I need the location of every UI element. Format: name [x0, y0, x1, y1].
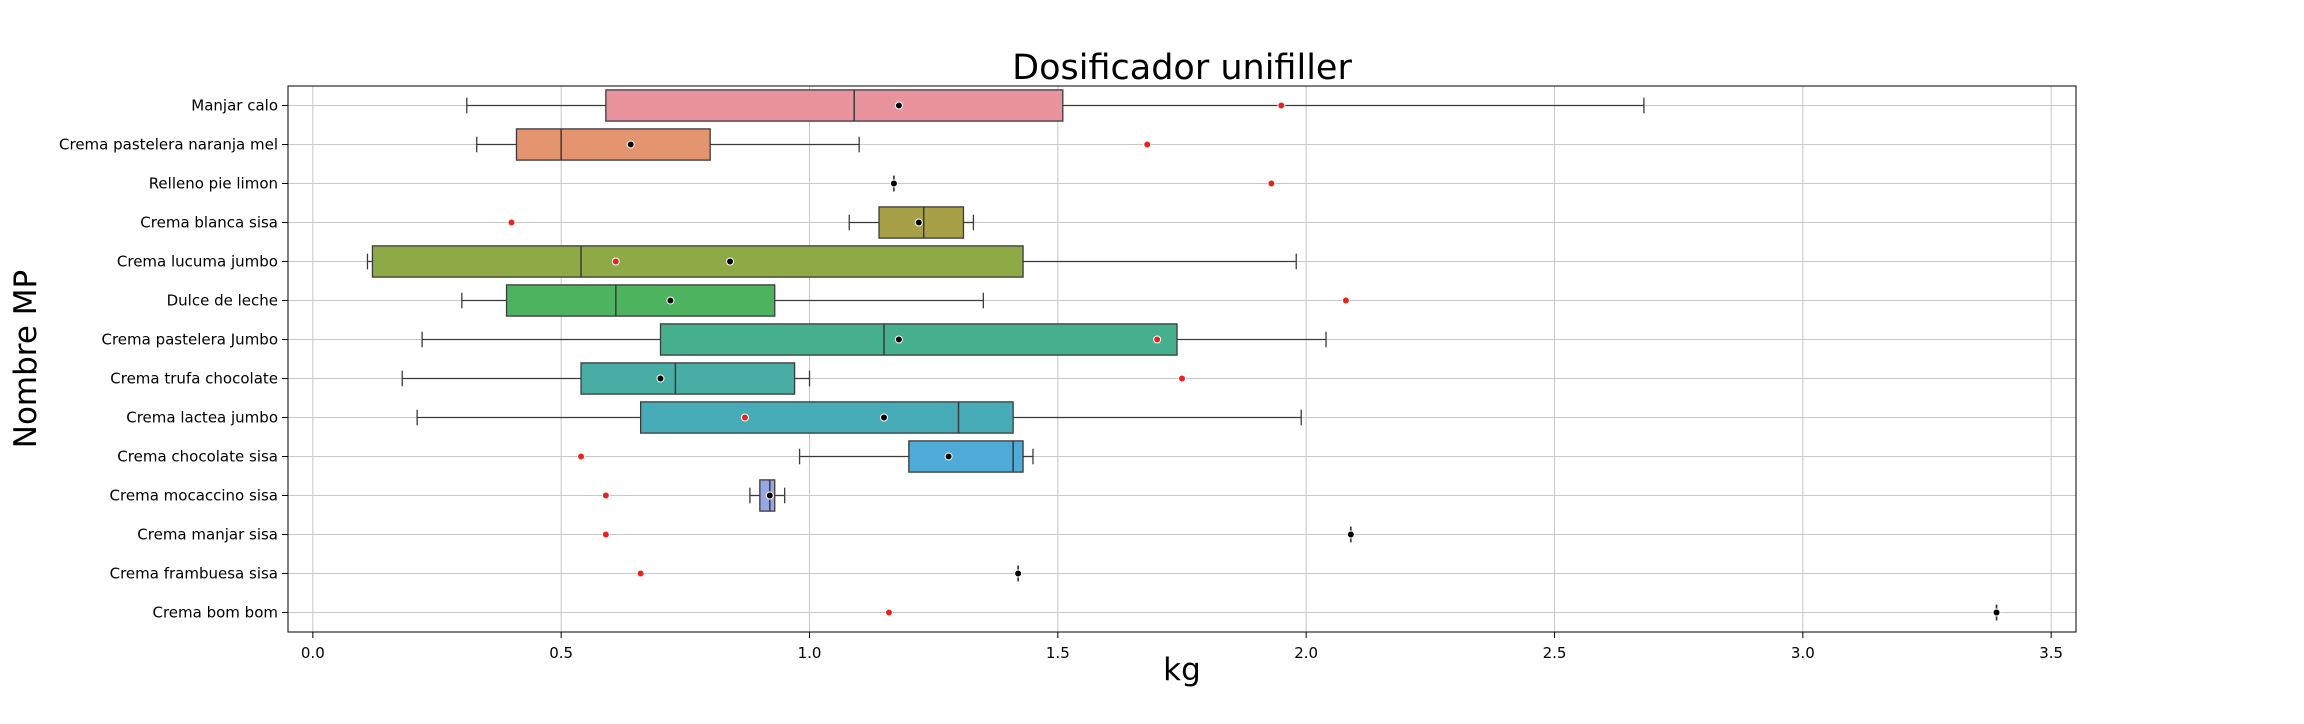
- reference-marker: [507, 218, 516, 227]
- category-label: Crema lactea jumbo: [126, 409, 278, 427]
- category-label: Crema blanca sisa: [140, 214, 278, 232]
- reference-marker: [636, 569, 645, 578]
- mean-marker: [894, 335, 903, 344]
- x-axis-label: kg: [1163, 652, 1201, 688]
- category-labels: Manjar calo Crema pastelera naranja mel Re…: [59, 97, 278, 622]
- box-group: [416, 401, 1302, 434]
- box: [659, 323, 1178, 356]
- reference-marker: [1267, 179, 1276, 188]
- box-group: [636, 565, 1023, 582]
- reference-marker: [1153, 335, 1162, 344]
- box: [580, 362, 796, 395]
- x-tick-label: 0.0: [301, 644, 325, 662]
- x-tick-label: 3.5: [2039, 644, 2063, 662]
- box: [908, 440, 1024, 473]
- box-group: [366, 245, 1297, 278]
- mean-marker: [1014, 569, 1023, 578]
- category-label: Crema bom bom: [152, 604, 278, 622]
- box: [605, 89, 1064, 122]
- mean-marker: [666, 296, 675, 305]
- mean-marker: [726, 257, 735, 266]
- box-group: [401, 362, 1186, 395]
- box-group: [889, 175, 1276, 192]
- category-label: Crema mocaccino sisa: [110, 487, 278, 505]
- reference-marker: [1341, 296, 1350, 305]
- reference-marker: [601, 491, 610, 500]
- box-group: [461, 284, 1350, 317]
- reference-marker: [577, 452, 586, 461]
- reference-marker: [1178, 374, 1186, 383]
- grid-layer: [288, 86, 2076, 632]
- y-axis-label: Nombre MP: [8, 270, 44, 448]
- mean-marker: [894, 101, 903, 110]
- category-label: Crema pastelera naranja mel: [59, 136, 278, 154]
- reference-marker: [611, 257, 620, 266]
- box-group: [507, 206, 975, 239]
- plot-frame: [287, 85, 2077, 633]
- box: [515, 128, 711, 161]
- category-label: Manjar calo: [191, 97, 278, 115]
- box: [371, 245, 1024, 278]
- box: [505, 284, 776, 317]
- reference-marker: [1277, 101, 1286, 110]
- mean-marker: [880, 413, 888, 422]
- category-label: Crema frambuesa sisa: [110, 565, 278, 583]
- x-tick-label: 1.0: [798, 644, 822, 662]
- reference-marker: [1143, 140, 1152, 149]
- mean-marker: [656, 374, 665, 383]
- category-label: Relleno pie limon: [149, 175, 278, 193]
- box-group: [601, 479, 786, 512]
- category-label: Crema trufa chocolate: [110, 370, 278, 388]
- category-label: Dulce de leche: [167, 292, 278, 310]
- chart-title: Dosificador unifiller: [1012, 48, 1352, 88]
- ticks-layer: 0.0 0.5 1.0 1.5 2.0 2.5 3.0 3.5: [282, 105, 2063, 662]
- box-group: [421, 323, 1327, 356]
- mean-marker: [765, 491, 774, 500]
- mean-marker: [1346, 530, 1355, 539]
- category-label: Crema pastelera Jumbo: [101, 331, 278, 349]
- x-tick-label: 3.0: [1791, 644, 1815, 662]
- x-tick-label: 0.5: [549, 644, 573, 662]
- x-tick-label: 2.5: [1543, 644, 1567, 662]
- mean-marker: [626, 140, 635, 149]
- reference-marker: [884, 608, 893, 617]
- box-group: [577, 440, 1034, 473]
- box-group: [884, 604, 2001, 621]
- marks-layer: [366, 89, 2001, 621]
- x-tick-label: 1.5: [1046, 644, 1070, 662]
- box-group: [476, 128, 1152, 161]
- box-group: [601, 526, 1355, 543]
- mean-marker: [914, 218, 923, 227]
- mean-marker: [944, 452, 953, 461]
- mean-marker: [1992, 608, 2001, 617]
- category-label: Crema lucuma jumbo: [117, 253, 278, 271]
- reference-marker: [740, 413, 749, 422]
- x-tick-label: 2.0: [1294, 644, 1318, 662]
- box: [639, 401, 1014, 434]
- reference-marker: [601, 530, 610, 539]
- mean-marker: [889, 179, 898, 188]
- category-label: Crema chocolate sisa: [117, 448, 278, 466]
- box-group: [466, 89, 1645, 122]
- category-label: Crema manjar sisa: [137, 526, 278, 544]
